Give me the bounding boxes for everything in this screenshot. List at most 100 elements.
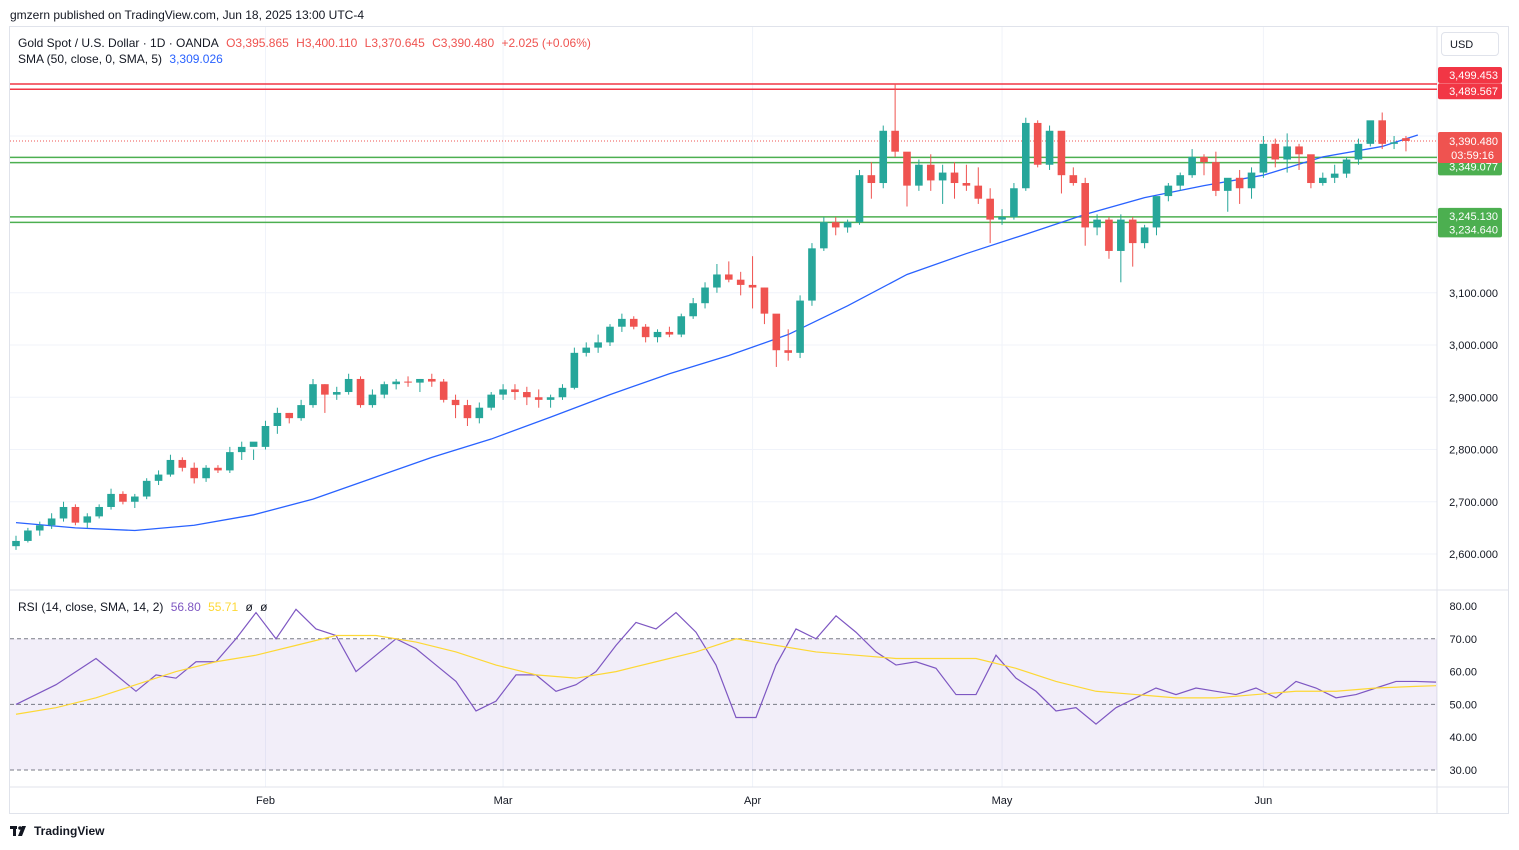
- last-price-tag: 3,390.480: [1449, 136, 1498, 148]
- candle-body: [689, 303, 697, 317]
- candle: [226, 446, 234, 474]
- candle-body: [867, 175, 876, 184]
- candle-body: [998, 216, 1006, 220]
- time-tick-label: May: [992, 795, 1013, 807]
- candle-body: [1295, 146, 1303, 155]
- candle: [820, 216, 828, 251]
- candle: [1022, 117, 1030, 191]
- candle-body: [534, 397, 543, 400]
- time-tick-label: Jun: [1255, 795, 1273, 807]
- candle: [594, 334, 602, 353]
- candle-body: [558, 387, 567, 398]
- candle: [843, 219, 852, 233]
- candle: [831, 216, 840, 236]
- candle-body: [748, 284, 757, 288]
- sma-legend-value: 3,309.026: [169, 52, 223, 66]
- candle-body: [653, 331, 662, 338]
- candle-body: [285, 412, 294, 419]
- candle-body: [83, 516, 92, 523]
- candle-body: [416, 378, 424, 383]
- candle-body: [131, 496, 139, 502]
- candle: [772, 313, 781, 367]
- candle-body: [226, 452, 234, 471]
- candle: [926, 154, 935, 191]
- sma-line: [15, 134, 1419, 532]
- candle-body: [523, 392, 531, 398]
- candle: [974, 167, 983, 204]
- candle: [1010, 183, 1018, 220]
- rsi-tick-label: 60.00: [1449, 667, 1477, 679]
- candle-body: [986, 198, 994, 220]
- candle: [1128, 216, 1137, 267]
- ohlc-high: 3,400.110: [304, 36, 358, 50]
- candle: [95, 504, 103, 519]
- candle-body: [915, 164, 923, 186]
- candle-body: [772, 313, 781, 351]
- candle: [499, 384, 507, 400]
- candle: [416, 378, 424, 393]
- candle-body: [1283, 146, 1291, 160]
- candle-body: [1319, 177, 1327, 184]
- candle-body: [1010, 188, 1018, 217]
- candle-body: [119, 493, 127, 502]
- candle: [1283, 133, 1291, 173]
- candle: [713, 264, 721, 293]
- price-level-tag: 3,245.130: [1449, 211, 1498, 223]
- candle-body: [344, 378, 353, 393]
- rsi-sma-legend-value: 55.71: [208, 600, 239, 614]
- candle: [35, 521, 44, 536]
- candle: [1057, 130, 1066, 194]
- candle-body: [582, 347, 591, 353]
- candle-body: [475, 407, 484, 419]
- rsi-legend-label[interactable]: RSI (14, close, SMA, 14, 2): [18, 600, 164, 614]
- candle: [1342, 156, 1351, 178]
- candle: [439, 378, 448, 403]
- candle-body: [1033, 122, 1042, 165]
- candle: [83, 513, 92, 528]
- candle-body: [404, 381, 412, 383]
- candle-body: [796, 300, 804, 353]
- ohlc-high-label: H: [296, 36, 305, 50]
- rsi-tick-label: 50.00: [1449, 699, 1477, 711]
- price-tick-label: 3,000.000: [1449, 340, 1498, 352]
- candle-body: [309, 384, 317, 406]
- candle-body: [273, 412, 282, 426]
- candle-body: [178, 459, 187, 468]
- candle: [618, 313, 626, 332]
- sma-legend: SMA (50, close, 0, SMA, 5) 3,309.026: [18, 52, 227, 66]
- candle-body: [202, 467, 210, 479]
- ohlc-change: +2.025 (+0.06%): [501, 36, 591, 50]
- rsi-legend-extra-1: ø: [245, 600, 253, 614]
- candle-body: [380, 384, 389, 395]
- countdown-tag: 03:59:16: [1451, 150, 1494, 162]
- candle: [855, 169, 864, 225]
- candle-body: [154, 474, 163, 481]
- candle: [47, 513, 56, 529]
- candle-body: [1366, 120, 1375, 144]
- rsi-line: [15, 608, 1437, 725]
- candle: [1378, 112, 1386, 150]
- rsi-tick-label: 30.00: [1449, 765, 1477, 777]
- currency-button[interactable]: USD: [1441, 32, 1499, 56]
- sma-legend-label[interactable]: SMA (50, close, 0, SMA, 5): [18, 52, 163, 66]
- ohlc-close: 3,390.480: [440, 36, 495, 50]
- candle: [1223, 177, 1232, 212]
- candle: [665, 326, 674, 338]
- candle-body: [594, 342, 602, 348]
- symbol-title[interactable]: Gold Spot / U.S. Dollar · 1D · OANDA: [18, 36, 219, 50]
- candle: [867, 162, 876, 199]
- candle-body: [1307, 154, 1315, 184]
- chart-frame[interactable]: [9, 26, 1509, 814]
- candle: [202, 465, 210, 482]
- candle-body: [962, 183, 971, 186]
- ohlc-low: 3,370.645: [371, 36, 425, 50]
- candle: [1033, 120, 1042, 168]
- candle: [404, 376, 412, 387]
- candle: [1307, 154, 1315, 189]
- candle-body: [1342, 159, 1351, 174]
- candle-body: [1390, 142, 1398, 144]
- candle-body: [1200, 156, 1208, 163]
- candle: [962, 164, 971, 191]
- candle: [1200, 154, 1208, 176]
